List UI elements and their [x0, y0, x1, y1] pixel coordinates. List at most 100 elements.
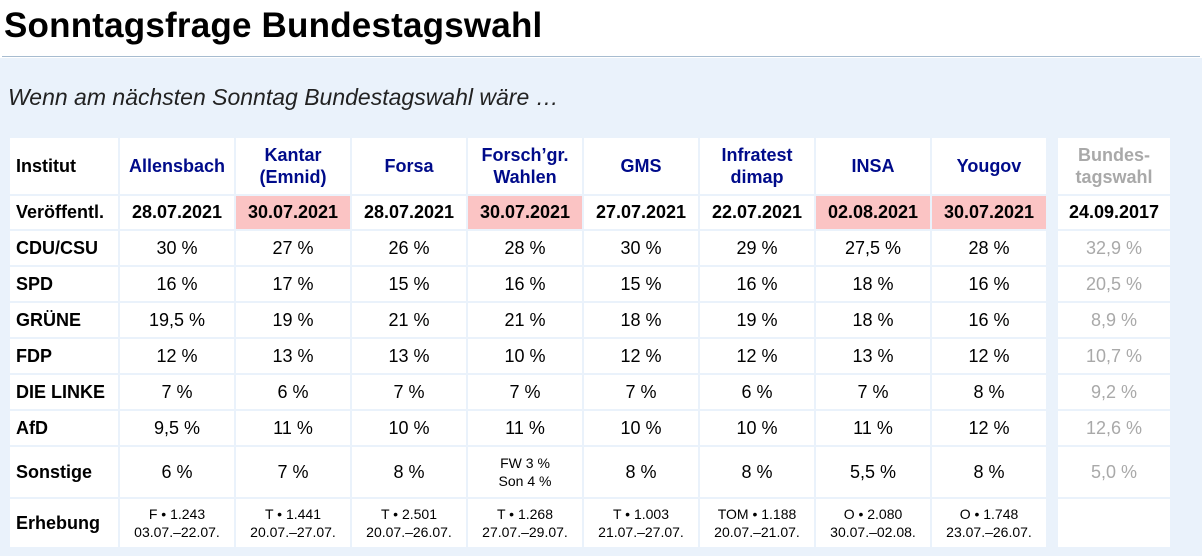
- published-date: 30.07.2021: [236, 196, 350, 229]
- poll-value-text: 12 %: [620, 345, 662, 366]
- row-label-published: Veröffentl.: [10, 196, 118, 229]
- column-header-institute[interactable]: Forsch’gr. Wahlen: [468, 138, 582, 194]
- header-row: Institut Allensbach Kantar (Emnid) Forsa Fors…: [10, 138, 1170, 194]
- survey-method-sample: O • 2.080: [843, 506, 903, 522]
- published-date: 22.07.2021: [700, 196, 814, 229]
- column-header-institute[interactable]: Infratest dimap: [700, 138, 814, 194]
- poll-value: 9,5 %: [120, 411, 234, 445]
- survey-info: T • 1.441 20.07.–27.07.: [236, 499, 350, 547]
- survey-info: T • 1.268 27.07.–29.07.: [468, 499, 582, 547]
- poll-value: 7 %: [236, 447, 350, 497]
- poll-value: 7 %: [468, 375, 582, 409]
- poll-value: 8 %: [932, 447, 1046, 497]
- published-date-text: 30.07.2021: [479, 202, 571, 222]
- poll-value-text: 20,5 %: [1085, 273, 1143, 294]
- survey-period: 03.07.–22.07.: [134, 524, 220, 540]
- poll-value-text: 28 %: [968, 237, 1010, 258]
- institute-name-line2: (Emnid): [259, 167, 327, 187]
- survey-method-sample: T • 2.501: [380, 506, 437, 522]
- published-row: Veröffentl. 28.07.2021 30.07.2021 28.07.202…: [10, 196, 1170, 229]
- column-gap: [1048, 231, 1056, 265]
- poll-value: 12 %: [932, 411, 1046, 445]
- poll-value-text: 10,7 %: [1085, 345, 1143, 366]
- poll-value-text: 16 %: [736, 273, 778, 294]
- poll-value: 15 %: [584, 267, 698, 301]
- poll-value-text: 13 %: [272, 345, 314, 366]
- poll-value-text: 6 %: [277, 381, 309, 402]
- published-date-text: 24.09.2017: [1068, 202, 1160, 222]
- poll-value: 12 %: [932, 339, 1046, 373]
- party-name: FDP: [16, 345, 52, 366]
- published-date-text: 28.07.2021: [363, 202, 455, 222]
- party-label: DIE LINKE: [10, 375, 118, 409]
- institute-name-line2: Wahlen: [493, 167, 557, 187]
- published-date-text: 27.07.2021: [595, 202, 687, 222]
- survey-info: O • 2.080 30.07.–02.08.: [816, 499, 930, 547]
- poll-value-text: 12 %: [156, 345, 198, 366]
- poll-value-text: 16 %: [968, 273, 1010, 294]
- poll-value: 5,0 %: [1058, 447, 1170, 497]
- poll-value-text: 7 %: [857, 381, 889, 402]
- party-name: CDU/CSU: [16, 237, 99, 258]
- institute-name: Allensbach: [128, 156, 226, 176]
- row-label-survey: Erhebung: [10, 499, 118, 547]
- column-header-institute[interactable]: INSA: [816, 138, 930, 194]
- poll-value-text: 26 %: [388, 237, 430, 258]
- published-date-text: 02.08.2021: [827, 202, 919, 222]
- poll-value: 18 %: [816, 303, 930, 337]
- poll-value-text: 7 %: [277, 461, 309, 482]
- survey-info: [1058, 499, 1170, 547]
- poll-value-text: FW 3 %: [500, 455, 550, 471]
- column-header-institute[interactable]: Kantar (Emnid): [236, 138, 350, 194]
- poll-value: 8 %: [584, 447, 698, 497]
- poll-value: 12 %: [584, 339, 698, 373]
- poll-value: 15 %: [352, 267, 466, 301]
- column-header-institute[interactable]: Forsa: [352, 138, 466, 194]
- page-title-bar: Sonntagsfrage Bundestagswahl: [2, 0, 1200, 57]
- column-header-institute[interactable]: Yougov: [932, 138, 1046, 194]
- survey-info: T • 1.003 21.07.–27.07.: [584, 499, 698, 547]
- published-date-text: 30.07.2021: [247, 202, 339, 222]
- poll-value: 12 %: [700, 339, 814, 373]
- published-date-text: 28.07.2021: [131, 202, 223, 222]
- poll-value-text-line2: Son 4 %: [498, 473, 552, 489]
- column-header-institute[interactable]: GMS: [584, 138, 698, 194]
- party-name: DIE LINKE: [16, 381, 106, 402]
- poll-value-text: 10 %: [388, 417, 430, 438]
- institute-name: Forsa: [384, 156, 434, 176]
- row-label-text: Veröffentl.: [16, 202, 105, 222]
- poll-value-text: 10 %: [504, 345, 546, 366]
- party-row: SPD 16 % 17 % 15 % 16 % 15 % 16 % 18 % 16 % 20,5 …: [10, 267, 1170, 301]
- poll-value-text: 16 %: [968, 309, 1010, 330]
- poll-value-text: 10 %: [736, 417, 778, 438]
- poll-value: 27,5 %: [816, 231, 930, 265]
- poll-value: 32,9 %: [1058, 231, 1170, 265]
- institute-name-line2: dimap: [730, 167, 784, 187]
- column-gap: [1048, 447, 1056, 497]
- poll-value: 6 %: [700, 375, 814, 409]
- party-name: Sonstige: [16, 461, 93, 482]
- poll-value: 9,2 %: [1058, 375, 1170, 409]
- row-label-institut: Institut: [10, 138, 118, 194]
- poll-value-text: 21 %: [388, 309, 430, 330]
- survey-method-sample: T • 1.268: [496, 506, 553, 522]
- survey-period: 27.07.–29.07.: [482, 524, 568, 540]
- poll-value-text: 17 %: [272, 273, 314, 294]
- poll-value-text: 15 %: [388, 273, 430, 294]
- poll-value-text: 18 %: [852, 309, 894, 330]
- poll-value-text: 21 %: [504, 309, 546, 330]
- published-date: 27.07.2021: [584, 196, 698, 229]
- poll-value: 10 %: [352, 411, 466, 445]
- column-gap: [1048, 375, 1056, 409]
- column-header-institute[interactable]: Allensbach: [120, 138, 234, 194]
- poll-value-text: 15 %: [620, 273, 662, 294]
- poll-value-text: 27,5 %: [844, 237, 902, 258]
- poll-value-text: 9,2 %: [1090, 381, 1138, 402]
- party-name: GRÜNE: [16, 309, 82, 330]
- poll-value-text: 19 %: [736, 309, 778, 330]
- poll-value: 11 %: [468, 411, 582, 445]
- poll-value-text: 7 %: [393, 381, 425, 402]
- poll-value-text: 29 %: [736, 237, 778, 258]
- poll-value: 12,6 %: [1058, 411, 1170, 445]
- poll-value-text: 32,9 %: [1085, 237, 1143, 258]
